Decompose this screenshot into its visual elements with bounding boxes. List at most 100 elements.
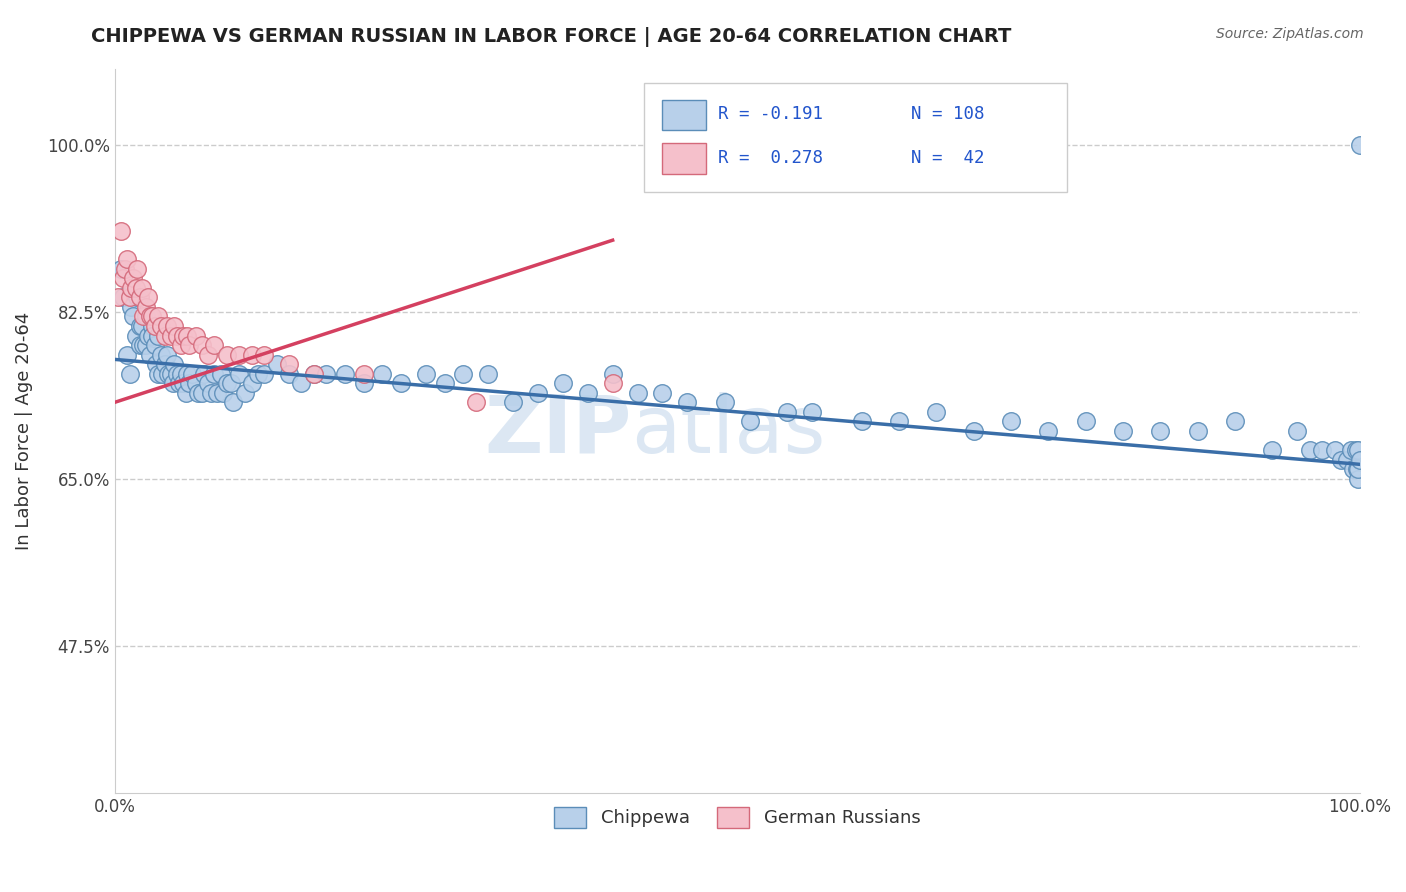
- Point: [138, 290, 160, 304]
- Point: [187, 385, 209, 400]
- Point: [738, 414, 761, 428]
- Text: ZIP: ZIP: [484, 392, 631, 470]
- Point: [118, 367, 141, 381]
- Point: [125, 328, 148, 343]
- Point: [127, 290, 149, 304]
- Point: [191, 338, 214, 352]
- Text: R =  0.278: R = 0.278: [718, 149, 824, 168]
- Point: [246, 367, 269, 381]
- Point: [197, 376, 219, 391]
- Point: [202, 367, 225, 381]
- Point: [118, 290, 141, 304]
- Point: [602, 367, 624, 381]
- Point: [1074, 414, 1097, 428]
- Point: [253, 348, 276, 362]
- Point: [278, 367, 301, 381]
- Point: [851, 414, 873, 428]
- Point: [122, 310, 145, 324]
- Point: [138, 328, 160, 343]
- Point: [135, 300, 157, 314]
- FancyBboxPatch shape: [662, 100, 706, 130]
- Point: [200, 385, 222, 400]
- Legend: Chippewa, German Russians: Chippewa, German Russians: [547, 800, 928, 835]
- Point: [219, 376, 242, 391]
- Point: [197, 348, 219, 362]
- Point: [166, 328, 188, 343]
- Point: [415, 367, 437, 381]
- Point: [157, 367, 180, 381]
- Point: [1223, 414, 1246, 428]
- Point: [138, 348, 160, 362]
- Point: [333, 367, 356, 381]
- Point: [240, 376, 263, 391]
- Point: [141, 328, 163, 343]
- Point: [1112, 424, 1135, 438]
- Y-axis label: In Labor Force | Age 20-64: In Labor Force | Age 20-64: [15, 312, 32, 550]
- Point: [1348, 452, 1371, 467]
- Point: [115, 252, 138, 267]
- Point: [184, 376, 207, 391]
- Point: [191, 385, 214, 400]
- Point: [253, 367, 276, 381]
- Point: [120, 300, 142, 314]
- Point: [453, 367, 475, 381]
- Point: [266, 357, 288, 371]
- Point: [127, 261, 149, 276]
- Point: [1347, 442, 1369, 457]
- Point: [302, 367, 325, 381]
- Point: [502, 395, 524, 409]
- Point: [176, 328, 198, 343]
- Point: [131, 281, 153, 295]
- Point: [114, 261, 136, 276]
- Point: [1330, 452, 1353, 467]
- Point: [156, 318, 179, 333]
- Point: [1323, 442, 1346, 457]
- Point: [193, 367, 215, 381]
- Point: [131, 318, 153, 333]
- Point: [162, 376, 184, 391]
- Point: [159, 367, 181, 381]
- Point: [433, 376, 456, 391]
- Point: [222, 395, 245, 409]
- Point: [153, 357, 176, 371]
- Point: [179, 338, 201, 352]
- Point: [166, 367, 188, 381]
- Point: [576, 385, 599, 400]
- Point: [371, 367, 394, 381]
- Point: [205, 385, 228, 400]
- Point: [163, 318, 186, 333]
- Point: [141, 310, 163, 324]
- Point: [1000, 414, 1022, 428]
- Point: [145, 357, 167, 371]
- Point: [290, 376, 312, 391]
- Point: [551, 376, 574, 391]
- Point: [107, 290, 129, 304]
- Point: [112, 290, 135, 304]
- Point: [464, 395, 486, 409]
- Point: [1344, 442, 1367, 457]
- Point: [1149, 424, 1171, 438]
- Point: [176, 367, 198, 381]
- Point: [1261, 442, 1284, 457]
- Point: [1336, 452, 1358, 467]
- Point: [172, 376, 194, 391]
- Point: [148, 328, 170, 343]
- Point: [626, 385, 648, 400]
- Point: [112, 271, 135, 285]
- Point: [125, 281, 148, 295]
- Point: [128, 338, 150, 352]
- Point: [651, 385, 673, 400]
- Point: [1310, 442, 1333, 457]
- Point: [148, 310, 170, 324]
- Point: [148, 367, 170, 381]
- Point: [215, 376, 238, 391]
- Point: [887, 414, 910, 428]
- Point: [713, 395, 735, 409]
- Text: Source: ZipAtlas.com: Source: ZipAtlas.com: [1216, 27, 1364, 41]
- Point: [170, 338, 193, 352]
- Point: [159, 328, 181, 343]
- Text: atlas: atlas: [631, 392, 825, 470]
- Point: [1347, 462, 1369, 476]
- Point: [179, 376, 201, 391]
- Point: [128, 290, 150, 304]
